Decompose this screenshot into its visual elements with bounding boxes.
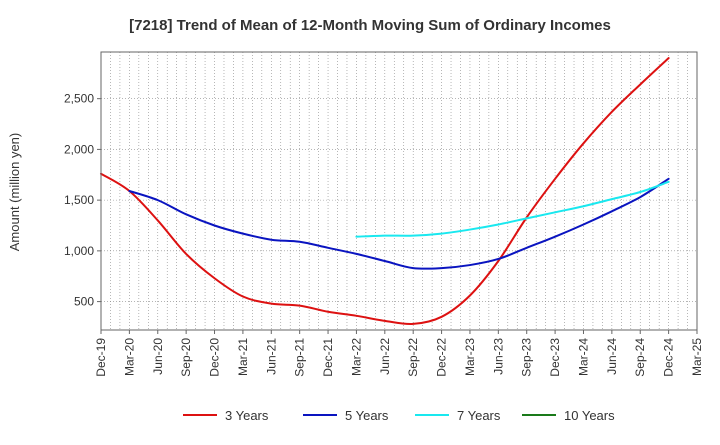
legend: 3 Years 5 Years 7 Years 10 Years — [183, 408, 615, 423]
x-tick-label: Sep-22 — [406, 338, 420, 377]
x-tick-label: Dec-24 — [662, 338, 676, 377]
y-axis-label: Amount (million yen) — [7, 133, 22, 252]
x-tick-label: Mar-25 — [690, 338, 704, 376]
x-tick-label: Mar-22 — [349, 338, 363, 376]
x-tick-label: Dec-23 — [548, 338, 562, 377]
y-tick-label: 1,000 — [64, 244, 94, 258]
x-tick-label: Mar-24 — [576, 338, 590, 376]
x-tick-label: Sep-21 — [293, 338, 307, 377]
y-tick-label: 2,000 — [64, 142, 94, 156]
x-tick-label: Mar-21 — [236, 338, 250, 376]
x-tick-label: Sep-20 — [179, 338, 193, 377]
x-tick-label: Dec-22 — [435, 338, 449, 377]
y-tick-label: 1,500 — [64, 193, 94, 207]
y-tick-label: 500 — [74, 295, 94, 309]
x-tick-label: Jun-24 — [605, 338, 619, 375]
y-tick-label: 2,500 — [64, 92, 94, 106]
x-tick-label: Mar-20 — [122, 338, 136, 376]
x-tick-label: Dec-19 — [94, 338, 108, 377]
x-tick-label: Dec-21 — [321, 338, 335, 377]
axis-ticks: 500 1,000 1,500 2,000 2,500 Dec-19 Mar-20 Jun-2… — [64, 92, 704, 377]
series-line-3-years — [100, 57, 670, 326]
legend-label-10-years: 10 Years — [564, 408, 615, 423]
x-tick-label: Jun-23 — [491, 338, 505, 375]
legend-label-3-years: 3 Years — [225, 408, 269, 423]
x-tick-label: Sep-24 — [633, 338, 647, 377]
x-tick-label: Jun-22 — [378, 338, 392, 375]
x-tick-label: Jun-20 — [151, 338, 165, 375]
series-line-7-years — [355, 180, 670, 238]
legend-label-7-years: 7 Years — [457, 408, 501, 423]
series-lines — [100, 57, 670, 326]
plot-frame — [100, 51, 698, 331]
x-tick-label: Dec-20 — [208, 338, 222, 377]
x-tick-label: Mar-23 — [463, 338, 477, 376]
grid — [101, 52, 697, 330]
series-line-5-years — [128, 177, 670, 270]
chart-title: [7218] Trend of Mean of 12-Month Moving … — [129, 17, 611, 34]
x-tick-label: Jun-21 — [264, 338, 278, 375]
x-tick-label: Sep-23 — [520, 338, 534, 377]
legend-label-5-years: 5 Years — [345, 408, 389, 423]
